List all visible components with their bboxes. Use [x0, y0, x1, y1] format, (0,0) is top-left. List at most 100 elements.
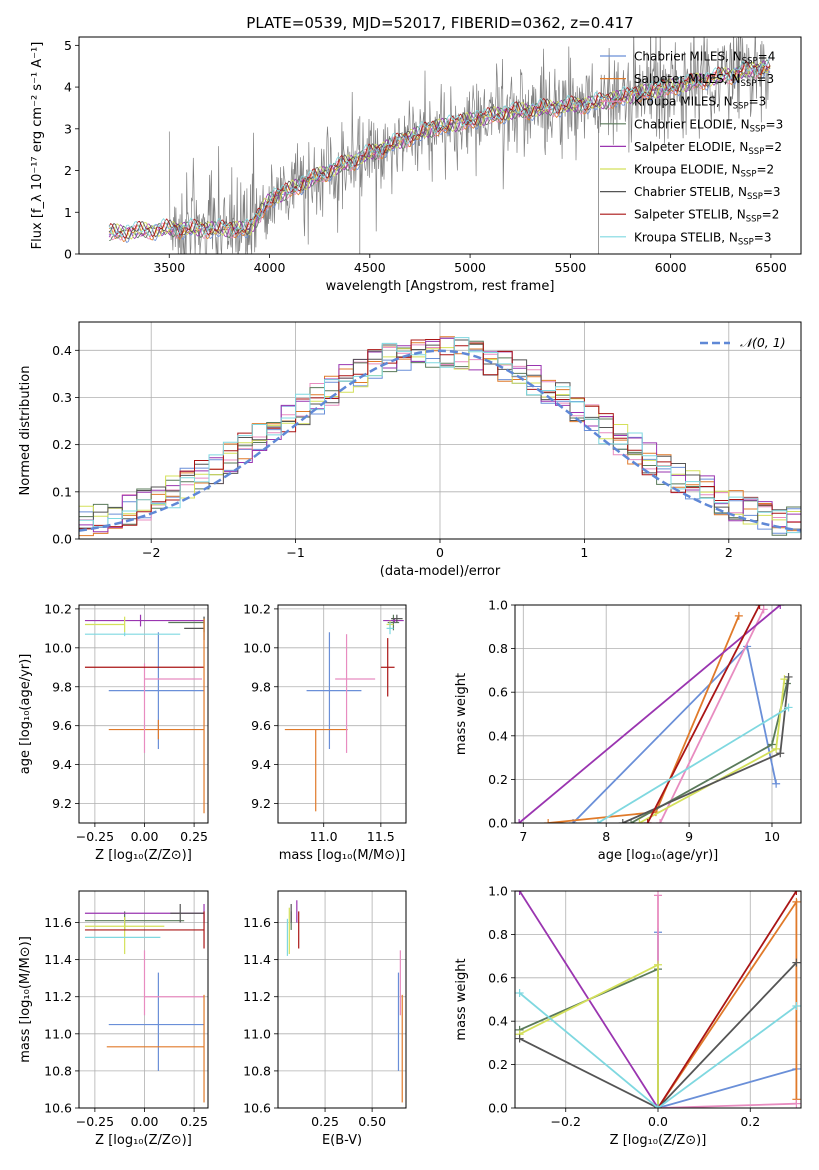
x-tick-label: 2	[725, 545, 733, 560]
mass-weight-line	[572, 644, 777, 823]
y-tick-label: 9.2	[52, 796, 72, 811]
x-axis-label: (data-model)/error	[380, 564, 501, 579]
mass-weight-line	[657, 932, 797, 1108]
legend-text: Kroupa MILES, N	[634, 95, 733, 109]
y-axis-label: mass weight	[454, 673, 469, 755]
mass-weight-marker	[767, 740, 776, 749]
normal-curve	[79, 349, 801, 532]
legend-label: Kroupa ELODIE, NSSP=2	[634, 163, 774, 180]
legend-label: Salpeter STELIB, NSSP=2	[634, 208, 779, 225]
mass-weight-marker	[792, 958, 801, 967]
plot-area	[515, 605, 793, 823]
y-tick-label: 10.0	[44, 640, 72, 655]
errorbar-point	[335, 634, 376, 753]
x-tick-label: 6500	[755, 260, 787, 275]
mass-weight-marker	[792, 891, 801, 895]
y-tick-label: 11.2	[243, 989, 271, 1004]
y-tick-label: 11.2	[44, 989, 72, 1004]
x-tick-label: 7	[519, 829, 527, 844]
y-tick-label: 9.6	[251, 718, 271, 733]
y-tick-label: 9.2	[251, 796, 271, 811]
model-spectrum-line	[108, 61, 771, 240]
y-tick-label: 10.2	[44, 601, 72, 616]
y-tick-label: 4	[64, 80, 72, 95]
x-tick-label: 0.25	[311, 1114, 339, 1129]
errorbar-point	[170, 903, 205, 923]
residual-histogram	[79, 339, 801, 530]
legend-text: Chabrier STELIB, N	[634, 185, 747, 199]
x-tick-label: 11.5	[367, 829, 395, 844]
mass-weight-marker	[784, 703, 793, 712]
plot-area	[108, 37, 771, 254]
errorbar-point	[84, 911, 205, 949]
residual-histogram	[79, 337, 801, 534]
legend-text: Chabrier MILES, N	[634, 50, 742, 64]
mass-weight-line	[518, 605, 781, 823]
legend-text: Chabrier ELODIE, N	[634, 117, 750, 131]
y-tick-label: 9.8	[52, 679, 72, 694]
mass-weight-marker	[759, 605, 768, 614]
legend-label: Kroupa MILES, NSSP=3	[634, 95, 766, 112]
x-tick-label: −2	[142, 545, 160, 560]
axes-frame	[514, 604, 802, 824]
mass-weight-marker	[654, 891, 662, 900]
plot-area	[286, 900, 403, 1103]
errorbar-point	[143, 950, 205, 1016]
x-tick-label: 3500	[153, 260, 185, 275]
y-tick-label: 11.6	[44, 915, 72, 930]
x-tick-label: 0.2	[740, 1114, 760, 1129]
axes-frame	[78, 36, 802, 255]
mass-weight-marker	[792, 897, 801, 906]
errorbar-point	[284, 728, 348, 812]
legend-subscript: SSP	[748, 147, 764, 157]
plot-area	[84, 614, 205, 814]
x-axis-label: Z [log₁₀(Z/Z⊙)]	[610, 1133, 707, 1148]
legend-subscript: SSP	[747, 192, 763, 202]
x-tick-label: −0.2	[551, 1114, 581, 1129]
legend-subscript: SSP	[742, 57, 758, 67]
mass-weight-line	[519, 963, 659, 1108]
errorbar-point	[108, 632, 205, 750]
mass-weight-marker	[618, 819, 627, 823]
x-axis-label: E(B-V)	[322, 1133, 362, 1148]
y-tick-label: 9.6	[52, 718, 72, 733]
y-tick-label: 10.8	[44, 1063, 72, 1078]
legend-subscript: SSP	[733, 102, 749, 112]
y-tick-label: 1.0	[488, 598, 508, 613]
errorbar-point	[84, 916, 165, 955]
axes-mass-vs-Z: −0.25 0.00 0.25 10.6 10.8 11.0 11.2 11.4 11.6 Z […	[18, 890, 209, 1148]
mass-weight-marker	[755, 605, 764, 609]
errorbar-point	[84, 614, 205, 627]
axes-frame	[78, 604, 209, 824]
y-tick-label: 0	[64, 247, 72, 262]
mass-weight-marker	[772, 779, 781, 788]
mass-weight-marker	[635, 819, 644, 823]
y-tick-label: 10.8	[243, 1063, 271, 1078]
mass-weight-marker	[544, 819, 553, 823]
x-tick-label: 0.0	[648, 1114, 668, 1129]
errorbar-point	[380, 638, 395, 697]
mass-weight-line	[597, 706, 790, 823]
errorbar-point	[391, 614, 403, 623]
mass-weight-marker	[792, 1099, 801, 1108]
x-tick-label: 0.50	[358, 1114, 386, 1129]
legend-label: 𝒩(0, 1)	[740, 335, 786, 350]
legend-subscript: SSP	[750, 124, 766, 134]
axes-spectrum: 3500 4000 4500 5000 5500 6000 6500 0 1 2 3 4 5 wavele…	[30, 36, 802, 294]
mass-weight-marker	[776, 605, 785, 609]
mass-weight-line	[519, 992, 797, 1108]
y-tick-label: 11.0	[243, 1026, 271, 1041]
legend-label: Chabrier STELIB, NSSP=3	[634, 185, 781, 202]
legend-subscript: SSP	[738, 237, 754, 247]
y-tick-label: 0.4	[52, 343, 72, 358]
mass-weight-marker	[772, 744, 781, 753]
errorbar-point	[168, 616, 205, 633]
mass-weight-marker	[515, 819, 524, 823]
errorbar-point	[306, 632, 362, 750]
legend-value: =3	[763, 185, 781, 199]
plot-area	[284, 614, 404, 812]
mass-weight-marker	[780, 675, 789, 684]
legend-text: Salpeter STELIB, N	[634, 208, 746, 222]
